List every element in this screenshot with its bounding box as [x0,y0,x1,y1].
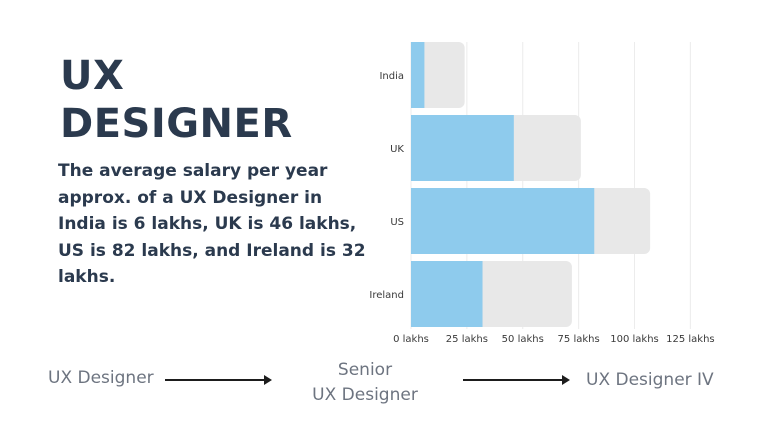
title-line-2: DESIGNER [60,101,293,147]
arrow-right-icon [165,374,272,386]
category-label: US [390,217,404,228]
x-tick-label: 75 lakhs [558,334,600,345]
category-label: India [379,71,404,82]
x-tick-label: 50 lakhs [502,334,544,345]
category-label: UK [390,144,404,155]
career-step-ux-designer: UX Designer [48,368,154,388]
title-line-1: UX [60,53,125,99]
x-tick-label: 100 lakhs [610,334,659,345]
salary-description: The average salary per year approx. of a… [58,161,366,287]
x-tick-label: 125 lakhs [666,334,715,345]
bar-india [411,42,425,108]
arrow-right-icon [463,374,570,386]
page-title: UX DESIGNER [60,52,293,148]
career-step-senior-line-1: Senior [337,360,393,380]
career-step-ux-designer-iv: UX Designer IV [586,370,714,390]
bar-ireland [411,261,483,327]
category-label: Ireland [369,290,404,301]
bar-uk [411,115,514,181]
career-step-senior-line-2: UX Designer [312,385,418,405]
career-step-senior-ux-designer: Senior UX Designer [304,358,426,408]
bar-us [411,188,595,254]
x-tick-label: 0 lakhs [393,334,429,345]
x-tick-label: 25 lakhs [446,334,488,345]
